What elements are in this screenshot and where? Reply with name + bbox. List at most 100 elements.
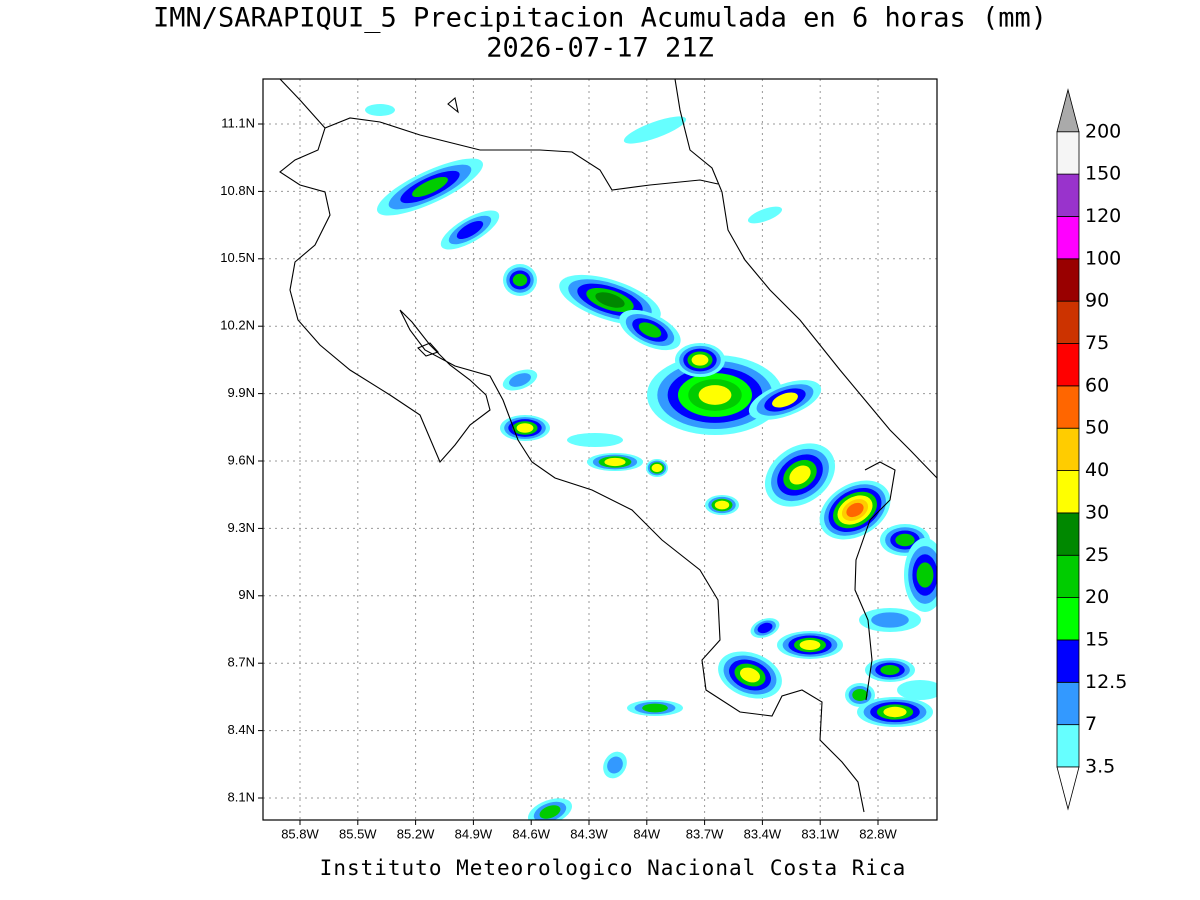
colorbar-under-triangle (1056, 766, 1080, 811)
colorbar-box (1056, 554, 1080, 598)
lat-tick-label: 10.5N (220, 250, 255, 265)
colorbar-label: 60 (1085, 374, 1109, 396)
rain-cell (739, 667, 761, 683)
rain-cell (512, 273, 528, 287)
rain-cell (880, 664, 900, 676)
colorbar-box (1056, 173, 1080, 217)
colorbar-label: 150 (1085, 163, 1121, 185)
footer: Instituto Meteorologico Nacional Costa R… (320, 856, 907, 880)
rain-cell (567, 433, 623, 447)
lat-tick-label: 8.7N (228, 655, 255, 670)
colorbar-label: 25 (1085, 544, 1109, 566)
rain-cell (714, 500, 730, 510)
colorbar-label: 40 (1085, 459, 1109, 481)
rain-cell (691, 354, 709, 366)
rain-cell (883, 706, 907, 718)
lat-tick-label: 11.1N (221, 115, 255, 130)
lat-tick-label: 8.1N (228, 789, 255, 804)
lat-tick-label: 9.3N (228, 520, 255, 535)
colorbar-label: 75 (1085, 332, 1109, 354)
lat-tick-label: 10.8N (220, 183, 255, 198)
colorbar-box (1056, 512, 1080, 556)
rain-cell (638, 322, 662, 338)
rain-cell (897, 680, 937, 700)
rain-cell (365, 104, 395, 116)
rain-cell (651, 463, 663, 473)
lat-tick-label: 10.2N (220, 318, 255, 333)
colorbar-over-triangle (1056, 88, 1080, 133)
colorbar-box (1056, 131, 1080, 175)
map-area (263, 79, 937, 820)
colorbar-label: 100 (1085, 247, 1121, 269)
rain-cell (509, 373, 531, 387)
rain-cell (772, 392, 798, 408)
rain-cell (789, 465, 811, 485)
rain-cell (871, 612, 909, 628)
rain-cell (623, 116, 687, 144)
lon-tick-label: 85.5W (339, 826, 377, 841)
colorbar-label: 15 (1085, 628, 1109, 650)
colorbar-label: 30 (1085, 501, 1109, 523)
rain-cell (516, 423, 534, 433)
colorbar-box (1056, 216, 1080, 260)
rain-cell (604, 457, 626, 467)
rain-cell (757, 622, 773, 634)
rain-cell (456, 220, 484, 240)
rain-cell (642, 703, 668, 713)
colorbar-box (1056, 597, 1080, 641)
lon-tick-label: 83.7W (686, 826, 724, 841)
rain-cell (747, 206, 783, 224)
rain-cell (412, 176, 448, 198)
rain-cell (895, 533, 915, 547)
nicaragua-border (324, 117, 719, 191)
lat-tick-label: 9.6N (228, 452, 255, 467)
rain-cell (799, 640, 821, 650)
rain-cell (595, 292, 625, 308)
lat-tick-label: 8.4N (228, 722, 255, 737)
colorbar-label: 50 (1085, 417, 1109, 439)
lon-tick-label: 84.9W (455, 826, 493, 841)
lon-tick-label: 83.4W (744, 826, 782, 841)
panama-border (854, 461, 896, 701)
rain-cell (607, 756, 623, 774)
lon-tick-label: 84.6W (512, 826, 550, 841)
colorbar-box (1056, 470, 1080, 514)
rain-cell (852, 689, 868, 701)
colorbar-box (1056, 427, 1080, 471)
colorbar-label: 7 (1085, 713, 1097, 735)
map-frame (262, 78, 938, 821)
colorbar-label: 12.5 (1085, 671, 1127, 693)
colorbar-label: 200 (1085, 120, 1121, 142)
colorbar-box (1056, 639, 1080, 683)
rain-cell (539, 805, 561, 819)
pacific-coastline (279, 79, 865, 813)
colorbar-label: 120 (1085, 205, 1121, 227)
rain-cell (916, 562, 934, 588)
colorbar-box (1056, 385, 1080, 429)
island (447, 96, 459, 114)
caribbean-coastline (674, 79, 937, 479)
precipitation-field (365, 104, 937, 820)
lat-tick-label: 9N (238, 587, 255, 602)
colorbar-label: 3.5 (1085, 756, 1115, 778)
rain-cell (846, 502, 864, 518)
colorbar-box (1056, 300, 1080, 344)
lon-tick-label: 85.8W (281, 826, 319, 841)
title: IMN/SARAPIQUI_5 Precipitacion Acumulada … (153, 3, 1047, 34)
colorbar-box (1056, 681, 1080, 726)
lon-tick-label: 83.1W (801, 826, 839, 841)
lon-tick-label: 84.3W (570, 826, 608, 841)
lat-tick-label: 9.9N (228, 385, 255, 400)
colorbar-box (1056, 343, 1080, 387)
lon-tick-label: 85.2W (397, 826, 435, 841)
colorbar-box (1056, 258, 1080, 302)
colorbar-label: 20 (1085, 586, 1109, 608)
lon-tick-label: 82.8W (859, 826, 897, 841)
lake (417, 342, 439, 357)
colorbar-box (1056, 724, 1080, 768)
rain-cell (698, 385, 732, 405)
subtitle: 2026-07-17 21Z (486, 33, 714, 64)
colorbar-label: 90 (1085, 290, 1109, 312)
lon-tick-label: 84W (633, 826, 660, 841)
